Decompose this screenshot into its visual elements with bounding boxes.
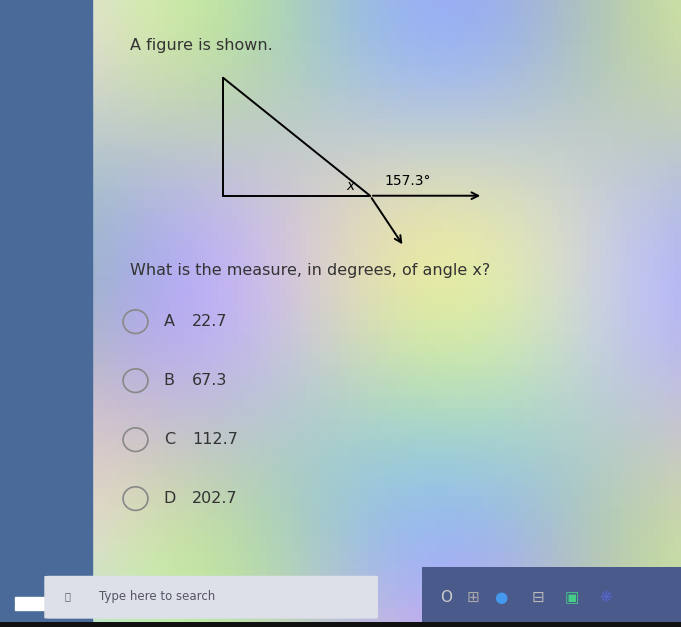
- Text: x: x: [346, 179, 354, 192]
- Bar: [0, 0, 92, 627]
- Text: 67.3: 67.3: [192, 373, 227, 388]
- Text: What is the measure, in degrees, of angle x?: What is the measure, in degrees, of angl…: [130, 263, 490, 278]
- Bar: [97, 604, 165, 610]
- Bar: [97, 597, 165, 603]
- Text: 202.7: 202.7: [192, 491, 238, 506]
- Text: O: O: [440, 590, 452, 604]
- Text: C: C: [163, 432, 175, 447]
- Text: A: A: [163, 314, 175, 329]
- Text: ❋: ❋: [600, 590, 612, 604]
- Text: 🔍: 🔍: [65, 591, 71, 601]
- Text: B: B: [163, 373, 175, 388]
- Text: 157.3°: 157.3°: [384, 174, 430, 187]
- Text: ⊟: ⊟: [532, 590, 544, 604]
- Text: ▣: ▣: [565, 590, 580, 604]
- Text: ⊞: ⊞: [467, 590, 479, 604]
- Text: 112.7: 112.7: [192, 432, 238, 447]
- Text: D: D: [163, 491, 176, 506]
- Bar: [15, 597, 83, 603]
- Bar: [0, 622, 681, 627]
- Text: ●: ●: [494, 590, 507, 604]
- Text: A figure is shown.: A figure is shown.: [130, 38, 272, 53]
- FancyBboxPatch shape: [44, 576, 378, 619]
- Bar: [15, 604, 83, 610]
- Text: Type here to search: Type here to search: [99, 589, 215, 603]
- Text: 22.7: 22.7: [192, 314, 227, 329]
- Bar: [422, 567, 681, 627]
